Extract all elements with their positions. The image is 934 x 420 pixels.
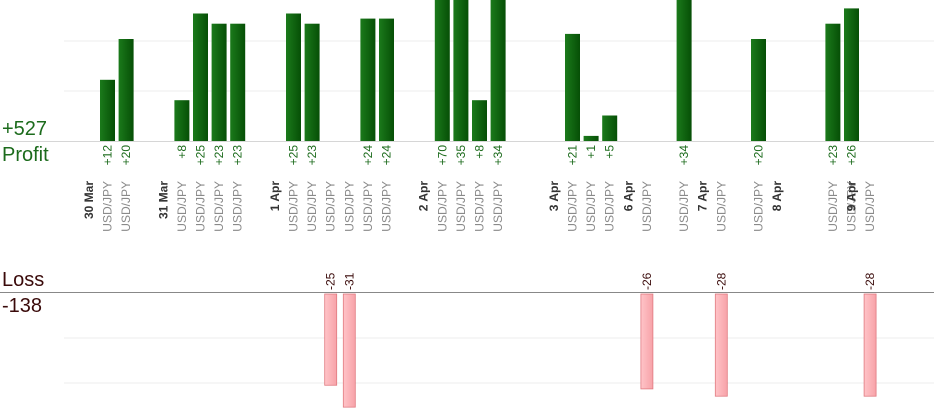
- profit-bar: [602, 115, 618, 141]
- profit-value-label: +26: [845, 145, 859, 166]
- pair-label: USD/JPY: [584, 181, 598, 232]
- profit-bar: [583, 135, 599, 141]
- pair-label: USD/JPY: [175, 181, 189, 232]
- profit-value-label: +25: [287, 145, 301, 166]
- profit-value-label: +70: [435, 145, 449, 166]
- loss-label: Loss: [2, 269, 45, 291]
- pair-label: USD/JPY: [640, 181, 654, 232]
- pair-label: USD/JPY: [361, 181, 375, 232]
- pair-label: USD/JPY: [212, 181, 226, 232]
- loss-total: -138: [2, 295, 43, 317]
- pair-label: USD/JPY: [752, 181, 766, 232]
- profit-value-label: +8: [473, 145, 487, 159]
- loss-value-label: -31: [342, 272, 356, 290]
- pair-label: USD/JPY: [454, 181, 468, 232]
- pair-label: USD/JPY: [435, 181, 449, 232]
- profit-bar: [211, 23, 227, 142]
- profit-bar: [230, 23, 246, 142]
- profit-bar: [174, 100, 190, 141]
- profit-value-label: +5: [603, 145, 617, 159]
- loss-value-label: -25: [324, 272, 338, 290]
- loss-bar: [324, 293, 338, 386]
- pair-label: USD/JPY: [101, 181, 115, 232]
- pair-label: USD/JPY: [119, 181, 133, 232]
- profit-bar: [100, 79, 115, 141]
- pair-label: USD/JPY: [194, 181, 208, 232]
- profit-bar: [193, 13, 208, 141]
- date-label: 7 Apr: [696, 181, 710, 212]
- loss-value-label: -26: [640, 272, 654, 290]
- profit-value-label: +34: [491, 145, 505, 166]
- date-label: 2 Apr: [417, 181, 431, 212]
- pair-label: USD/JPY: [603, 181, 617, 232]
- profit-value-label: +24: [361, 145, 375, 166]
- loss-bar: [714, 293, 728, 397]
- date-label: 6 Apr: [621, 181, 635, 212]
- profit-value-label: +8: [175, 145, 189, 159]
- profit-value-label: +23: [826, 145, 840, 166]
- profit-value-label: +34: [677, 145, 691, 166]
- loss-bar: [863, 293, 877, 397]
- date-label: 3 Apr: [547, 181, 561, 212]
- profit-bar: [825, 23, 841, 142]
- pair-label: USD/JPY: [714, 181, 728, 232]
- loss-bar: [342, 293, 356, 408]
- pair-label: USD/JPY: [473, 181, 487, 232]
- profit-bar: [434, 0, 450, 141]
- pair-label: USD/JPY: [324, 181, 338, 232]
- profit-value-label: +20: [752, 145, 766, 166]
- profit-bar: [472, 100, 487, 141]
- profit-bar: [118, 39, 134, 141]
- date-label: 8 Apr: [770, 181, 784, 212]
- profit-total: +527: [2, 118, 48, 140]
- pair-label: USD/JPY: [380, 181, 394, 232]
- profit-value-label: +25: [194, 145, 208, 166]
- profit-value-label: +12: [101, 145, 115, 166]
- profit-bar: [490, 0, 506, 141]
- profit-bar: [453, 0, 469, 141]
- pair-label: USD/JPY: [305, 181, 319, 232]
- date-label: 1 Apr: [268, 181, 282, 212]
- loss-value-label: -28: [863, 272, 877, 290]
- profit-bar: [565, 33, 580, 141]
- pair-label: USD/JPY: [287, 181, 301, 232]
- pair-label: USD/JPY: [342, 181, 356, 232]
- profit-value-label: +35: [454, 145, 468, 166]
- profit-bar: [304, 23, 320, 142]
- profit-value-label: +23: [231, 145, 245, 166]
- date-label: 9 Apr: [845, 181, 859, 212]
- profit-value-label: +24: [380, 145, 394, 166]
- profit-value-label: +20: [119, 145, 133, 166]
- profit-value-label: +23: [212, 145, 226, 166]
- profit-bar: [286, 13, 301, 141]
- profit-label: Profit: [2, 144, 49, 166]
- pair-label: USD/JPY: [677, 181, 691, 232]
- pair-label: USD/JPY: [231, 181, 245, 232]
- profit-bar: [676, 0, 692, 141]
- profit-bar: [379, 18, 394, 142]
- profit-bar: [751, 39, 766, 141]
- pair-label: USD/JPY: [491, 181, 505, 232]
- profit-bar: [844, 8, 859, 142]
- date-label: 30 Mar: [82, 181, 96, 219]
- profit-value-label: +23: [305, 145, 319, 166]
- pair-label: USD/JPY: [863, 181, 877, 232]
- profit-bar: [360, 18, 376, 142]
- loss-value-label: -28: [714, 272, 728, 290]
- profit-value-label: +21: [566, 145, 580, 166]
- pair-label: USD/JPY: [845, 181, 859, 232]
- loss-bar: [640, 293, 654, 390]
- pair-label: USD/JPY: [826, 181, 840, 232]
- date-label: 31 Mar: [156, 181, 170, 219]
- pair-label: USD/JPY: [566, 181, 580, 232]
- profit-value-label: +1: [584, 145, 598, 159]
